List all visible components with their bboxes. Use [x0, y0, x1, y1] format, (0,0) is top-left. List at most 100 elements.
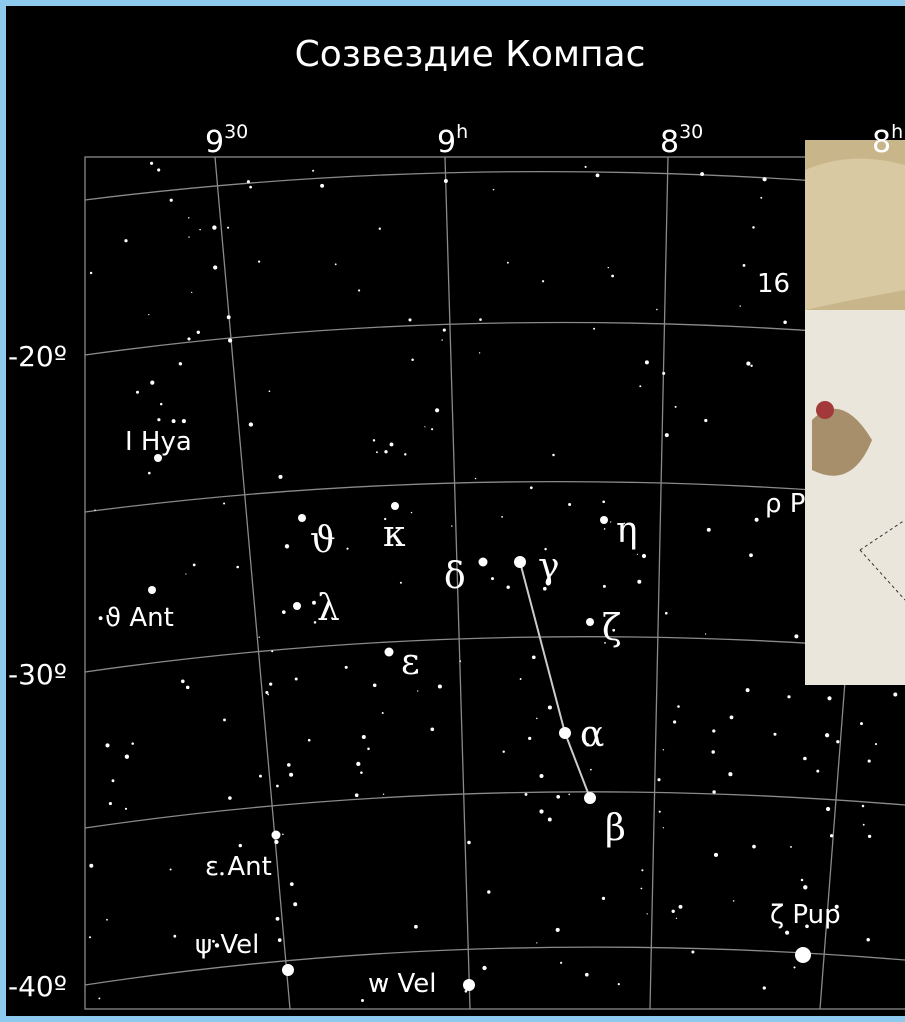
star-dot [373, 439, 375, 441]
star-label: ζ [602, 608, 622, 649]
star-dot [712, 790, 715, 793]
star-dot [467, 841, 471, 845]
star-dot [346, 548, 348, 550]
star-dot [148, 472, 151, 475]
slide: Созвездие Компас 9309h8308h -20º -30º -4… [0, 0, 905, 1022]
star-dot [424, 426, 425, 427]
ra-hours: 8 [660, 125, 679, 160]
star-dot [611, 275, 614, 278]
star-dot [345, 666, 348, 669]
star-dot [691, 950, 694, 953]
star-dot [556, 928, 560, 932]
star-dot [825, 733, 829, 737]
star-dot [803, 885, 807, 889]
star-dot [507, 586, 510, 589]
star-dot [763, 986, 766, 989]
star-dot [493, 189, 495, 191]
star-dot [672, 910, 675, 913]
star-label: κ [383, 514, 406, 555]
star-dot [803, 757, 807, 761]
dec-label: -40º [8, 970, 67, 1003]
star-dot [659, 811, 661, 813]
star-dot [197, 331, 200, 334]
star [298, 514, 306, 522]
star-dot [271, 650, 273, 652]
star-dot [602, 500, 605, 503]
star-dot [733, 900, 735, 902]
star-dot [868, 760, 871, 763]
star [463, 979, 475, 991]
star-dot [479, 352, 480, 353]
star [272, 831, 281, 840]
star-dot [278, 938, 282, 942]
dec-label: -20º [8, 340, 67, 373]
star-dot [475, 478, 477, 480]
star-dot [320, 184, 324, 188]
star-dot [602, 897, 605, 900]
star-dot [746, 688, 750, 692]
star-dot [525, 793, 528, 796]
star-dot [604, 528, 606, 530]
star-dot [136, 391, 139, 394]
star-dot [444, 179, 448, 183]
star-dot [289, 773, 293, 777]
star-dot [131, 742, 134, 745]
star-dot [312, 601, 316, 605]
star-dot [700, 172, 704, 176]
star-dot [676, 918, 677, 919]
star-dot [99, 616, 103, 620]
star-dot [112, 779, 115, 782]
star-dot [124, 239, 127, 242]
star-dot [125, 808, 127, 810]
inset-photo [805, 140, 905, 685]
star-dot [438, 684, 442, 688]
star-dot [760, 197, 762, 199]
star-dot [228, 338, 232, 342]
star-dot [295, 678, 298, 681]
ra-superscript: 30 [679, 121, 703, 143]
title: Созвездие Компас [295, 34, 646, 75]
star-dot [265, 691, 268, 694]
star-dot [714, 853, 718, 857]
star-dot [258, 260, 260, 262]
star-dot [414, 925, 418, 929]
star-dot [308, 739, 311, 742]
star-dot [479, 318, 482, 321]
star-dot [186, 686, 190, 690]
star-dot [491, 577, 494, 580]
dec-label: -30º [8, 658, 67, 691]
star-dot [826, 807, 830, 811]
star-dot [181, 680, 185, 684]
star-dot [431, 428, 433, 430]
star-dot [502, 750, 504, 752]
star-dot [536, 718, 538, 720]
star-dot [740, 305, 741, 306]
star-dot [750, 365, 752, 367]
star-label: ε [401, 642, 420, 683]
star-dot [382, 712, 384, 714]
star-label: ε Ant [205, 852, 272, 882]
star-dot [662, 372, 665, 375]
star-dot [773, 733, 776, 736]
star-dot [790, 846, 792, 848]
star-dot [404, 453, 406, 455]
star-label: w Vel [368, 969, 437, 999]
star [385, 648, 394, 657]
star-dot [539, 809, 543, 813]
star-dot [259, 637, 260, 638]
star-dot [89, 864, 93, 868]
star-dot [157, 418, 160, 421]
star-dot [441, 339, 442, 340]
star-dot [645, 360, 649, 364]
star-dot [712, 729, 715, 732]
star-dot [637, 554, 638, 555]
star [795, 947, 811, 963]
star-dot [863, 824, 865, 826]
star-dot [430, 727, 434, 731]
star-dot [285, 544, 289, 548]
star-dot [193, 563, 196, 566]
star-dot [182, 419, 186, 423]
star-dot [532, 655, 536, 659]
star-dot [596, 174, 600, 178]
star-dot [657, 778, 660, 781]
